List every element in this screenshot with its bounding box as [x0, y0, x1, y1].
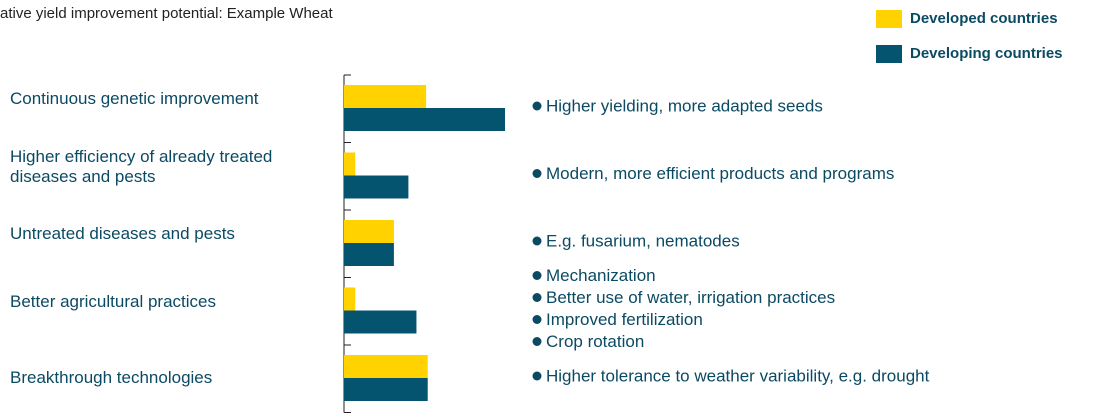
note: Mechanization: [546, 266, 656, 285]
bar: [344, 220, 394, 243]
bar: [344, 355, 428, 378]
note: Improved fertilization: [546, 310, 703, 329]
legend-label: Developed countries: [910, 10, 1058, 27]
category-label: Breakthrough technologies: [10, 368, 213, 387]
note: E.g. fusarium, nematodes: [546, 231, 740, 250]
bar: [344, 85, 427, 108]
note: Modern, more efficient products and prog…: [546, 164, 894, 183]
bullet: [532, 236, 542, 246]
legend-swatch: [876, 10, 902, 28]
bullet: [532, 293, 542, 302]
bullet: [532, 337, 542, 346]
note: Higher yielding, more adapted seeds: [546, 96, 823, 115]
bullet: [532, 271, 542, 280]
bullet: [532, 315, 542, 324]
bullet: [532, 169, 542, 178]
bar: [344, 287, 356, 311]
category-label: Continuous genetic improvement: [10, 89, 259, 108]
note: Higher tolerance to weather variability,…: [546, 366, 930, 385]
note: Crop rotation: [546, 332, 644, 351]
category-label: Better agricultural practices: [10, 291, 216, 311]
category-label: Untreated diseases and pests: [10, 224, 235, 243]
bar: [344, 378, 428, 401]
bar: [344, 175, 409, 199]
legend-label: Developing countries: [910, 45, 1063, 62]
bar: [344, 243, 394, 266]
bar: [344, 310, 417, 334]
bar: [344, 152, 356, 176]
note: Better use of water, irrigation practice…: [546, 288, 835, 307]
bullet: [532, 101, 542, 111]
legend-swatch: [876, 45, 902, 63]
bullet: [532, 371, 542, 381]
bar: [344, 108, 505, 131]
chart-title: ative yield improvement potential: Examp…: [0, 5, 333, 22]
category-label: Higher efficiency of already treated dis…: [10, 146, 273, 186]
